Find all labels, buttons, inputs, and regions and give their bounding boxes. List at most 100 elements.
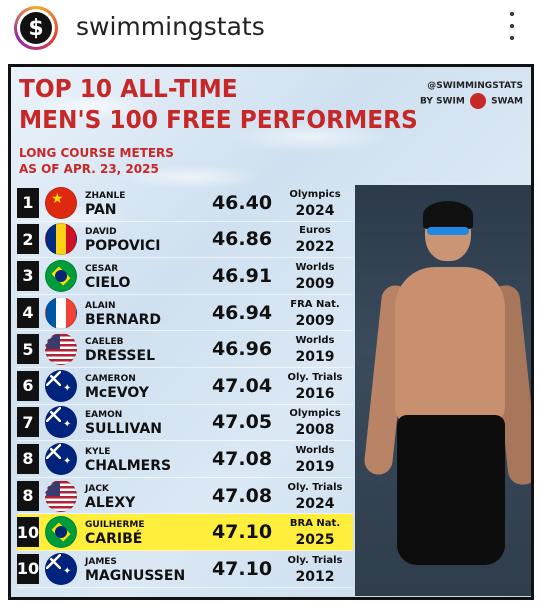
meet-year: 2025 xyxy=(295,532,335,549)
meet-info: Oly. Trials 2024 xyxy=(279,480,351,512)
table-row: 3 CESAR CIELO 46.91 Worlds 2009 xyxy=(17,258,353,295)
meet-name: Olympics xyxy=(289,188,341,200)
last-name: ALEXY xyxy=(85,494,136,511)
meet-year: 2019 xyxy=(295,349,335,366)
first-name: CAELEB xyxy=(85,337,124,348)
rank-badge: 3 xyxy=(17,260,39,291)
rank-badge: 1 xyxy=(17,187,39,218)
more-options-icon[interactable] xyxy=(504,12,520,40)
rank-badge: 7 xyxy=(17,407,39,438)
france-flag-icon xyxy=(45,296,77,329)
first-name: ALAIN xyxy=(85,300,116,311)
athlete-name: KYLE CHALMERS xyxy=(85,445,205,473)
meet-name: Oly. Trials xyxy=(287,554,343,566)
rankings-table: 1 ZHANLE PAN 46.40 Olympics 2024 2 DAVID… xyxy=(17,185,353,588)
athlete-name: JACK ALEXY xyxy=(85,482,205,510)
meet-info: Worlds 2019 xyxy=(279,443,351,475)
athlete-name: CAMERON McEVOY xyxy=(85,372,205,400)
swim-time: 47.10 xyxy=(211,557,273,580)
swim-time: 47.05 xyxy=(211,411,273,434)
first-name: CAMERON xyxy=(85,373,136,384)
table-row: 4 ALAIN BERNARD 46.94 FRA Nat. 2009 xyxy=(17,295,353,332)
athlete-photo xyxy=(355,185,531,596)
meet-info: Olympics 2008 xyxy=(279,406,351,438)
meet-year: 2008 xyxy=(295,422,335,439)
last-name: SULLIVAN xyxy=(85,421,162,438)
swimswam-logo-icon xyxy=(469,93,486,109)
athlete-name: GUILHERME CARIBÉ xyxy=(85,518,205,546)
meet-year: 2009 xyxy=(295,275,335,292)
meet-info: Worlds 2009 xyxy=(279,260,351,292)
rank-badge: 6 xyxy=(17,370,39,401)
meet-year: 2024 xyxy=(295,202,335,219)
athlete-name: ALAIN BERNARD xyxy=(85,299,205,327)
australia-flag-icon xyxy=(45,552,77,585)
swim-time: 46.86 xyxy=(211,228,273,251)
rank-badge: 2 xyxy=(17,224,39,255)
rank-badge: 10 xyxy=(17,553,39,584)
last-name: POPOVICI xyxy=(85,238,161,255)
china-flag-icon xyxy=(45,186,77,219)
meet-info: Oly. Trials 2012 xyxy=(279,553,351,585)
table-row: 7 EAMON SULLIVAN 47.05 Olympics 2008 xyxy=(17,405,353,442)
meet-name: FRA Nat. xyxy=(290,298,340,310)
table-row: 1 ZHANLE PAN 46.40 Olympics 2024 xyxy=(17,185,353,222)
first-name: ZHANLE xyxy=(85,190,126,201)
meet-info: Oly. Trials 2016 xyxy=(279,370,351,402)
meet-name: BRA Nat. xyxy=(289,518,341,530)
australia-flag-icon xyxy=(45,369,77,402)
australia-flag-icon xyxy=(45,406,77,439)
first-name: CESAR xyxy=(85,263,119,274)
table-row: 8 KYLE CHALMERS 47.08 Worlds 2019 xyxy=(17,441,353,478)
meet-name: Worlds xyxy=(295,335,335,347)
table-row: 5 CAELEB DRESSEL 46.96 Worlds 2019 xyxy=(17,331,353,368)
athlete-name: CESAR CIELO xyxy=(85,262,205,290)
last-name: PAN xyxy=(85,201,117,218)
rank-badge: 10 xyxy=(17,517,39,548)
meet-info: Olympics 2024 xyxy=(279,187,351,219)
swim-time: 46.96 xyxy=(211,338,273,361)
brand-credit: @SWIMMINGSTATS BY SWIM SWAM xyxy=(420,79,523,109)
meet-year: 2009 xyxy=(295,312,335,329)
rank-badge: 8 xyxy=(17,480,39,511)
athlete-name: JAMES MAGNUSSEN xyxy=(85,555,205,583)
post-header: $ swimmingstats xyxy=(0,0,540,56)
meet-name: Oly. Trials xyxy=(287,481,343,493)
rank-badge: 8 xyxy=(17,443,39,474)
rank-badge: 5 xyxy=(17,334,39,365)
graphic-title: TOP 10 ALL-TIME MEN'S 100 FREE PERFORMER… xyxy=(19,74,418,134)
meet-info: FRA Nat. 2009 xyxy=(279,297,351,329)
username[interactable]: swimmingstats xyxy=(76,12,265,41)
meet-name: Worlds xyxy=(295,444,335,456)
avatar[interactable]: $ xyxy=(14,6,58,50)
table-row: 10 GUILHERME CARIBÉ 47.10 BRA Nat. 2025 xyxy=(17,514,353,551)
first-name: JAMES xyxy=(85,556,117,567)
last-name: DRESSEL xyxy=(85,348,155,365)
first-name: EAMON xyxy=(85,410,123,421)
brazil-flag-icon xyxy=(45,259,77,292)
rank-badge: 4 xyxy=(17,297,39,328)
first-name: GUILHERME xyxy=(85,520,145,531)
first-name: KYLE xyxy=(85,446,111,457)
last-name: CARIBÉ xyxy=(85,531,143,548)
last-name: McEVOY xyxy=(85,384,149,401)
meet-name: Olympics xyxy=(289,408,341,420)
swim-time: 46.94 xyxy=(211,301,273,324)
meet-name: Worlds xyxy=(295,261,335,273)
meet-info: Euros 2022 xyxy=(279,223,351,255)
athlete-name: DAVID POPOVICI xyxy=(85,225,205,253)
swim-time: 47.10 xyxy=(211,521,273,544)
meet-year: 2024 xyxy=(295,495,335,512)
romania-flag-icon xyxy=(45,223,77,256)
athlete-name: ZHANLE PAN xyxy=(85,189,205,217)
first-name: JACK xyxy=(85,483,109,494)
meet-year: 2016 xyxy=(295,385,335,402)
table-row: 6 CAMERON McEVOY 47.04 Oly. Trials 2016 xyxy=(17,368,353,405)
swim-time: 47.04 xyxy=(211,374,273,397)
swim-time: 47.08 xyxy=(211,484,273,507)
usa-flag-icon xyxy=(45,333,77,366)
athlete-name: EAMON SULLIVAN xyxy=(85,408,205,436)
swim-time: 47.08 xyxy=(211,447,273,470)
post-image[interactable]: TOP 10 ALL-TIME MEN'S 100 FREE PERFORMER… xyxy=(8,64,534,600)
meet-info: BRA Nat. 2025 xyxy=(279,516,351,548)
